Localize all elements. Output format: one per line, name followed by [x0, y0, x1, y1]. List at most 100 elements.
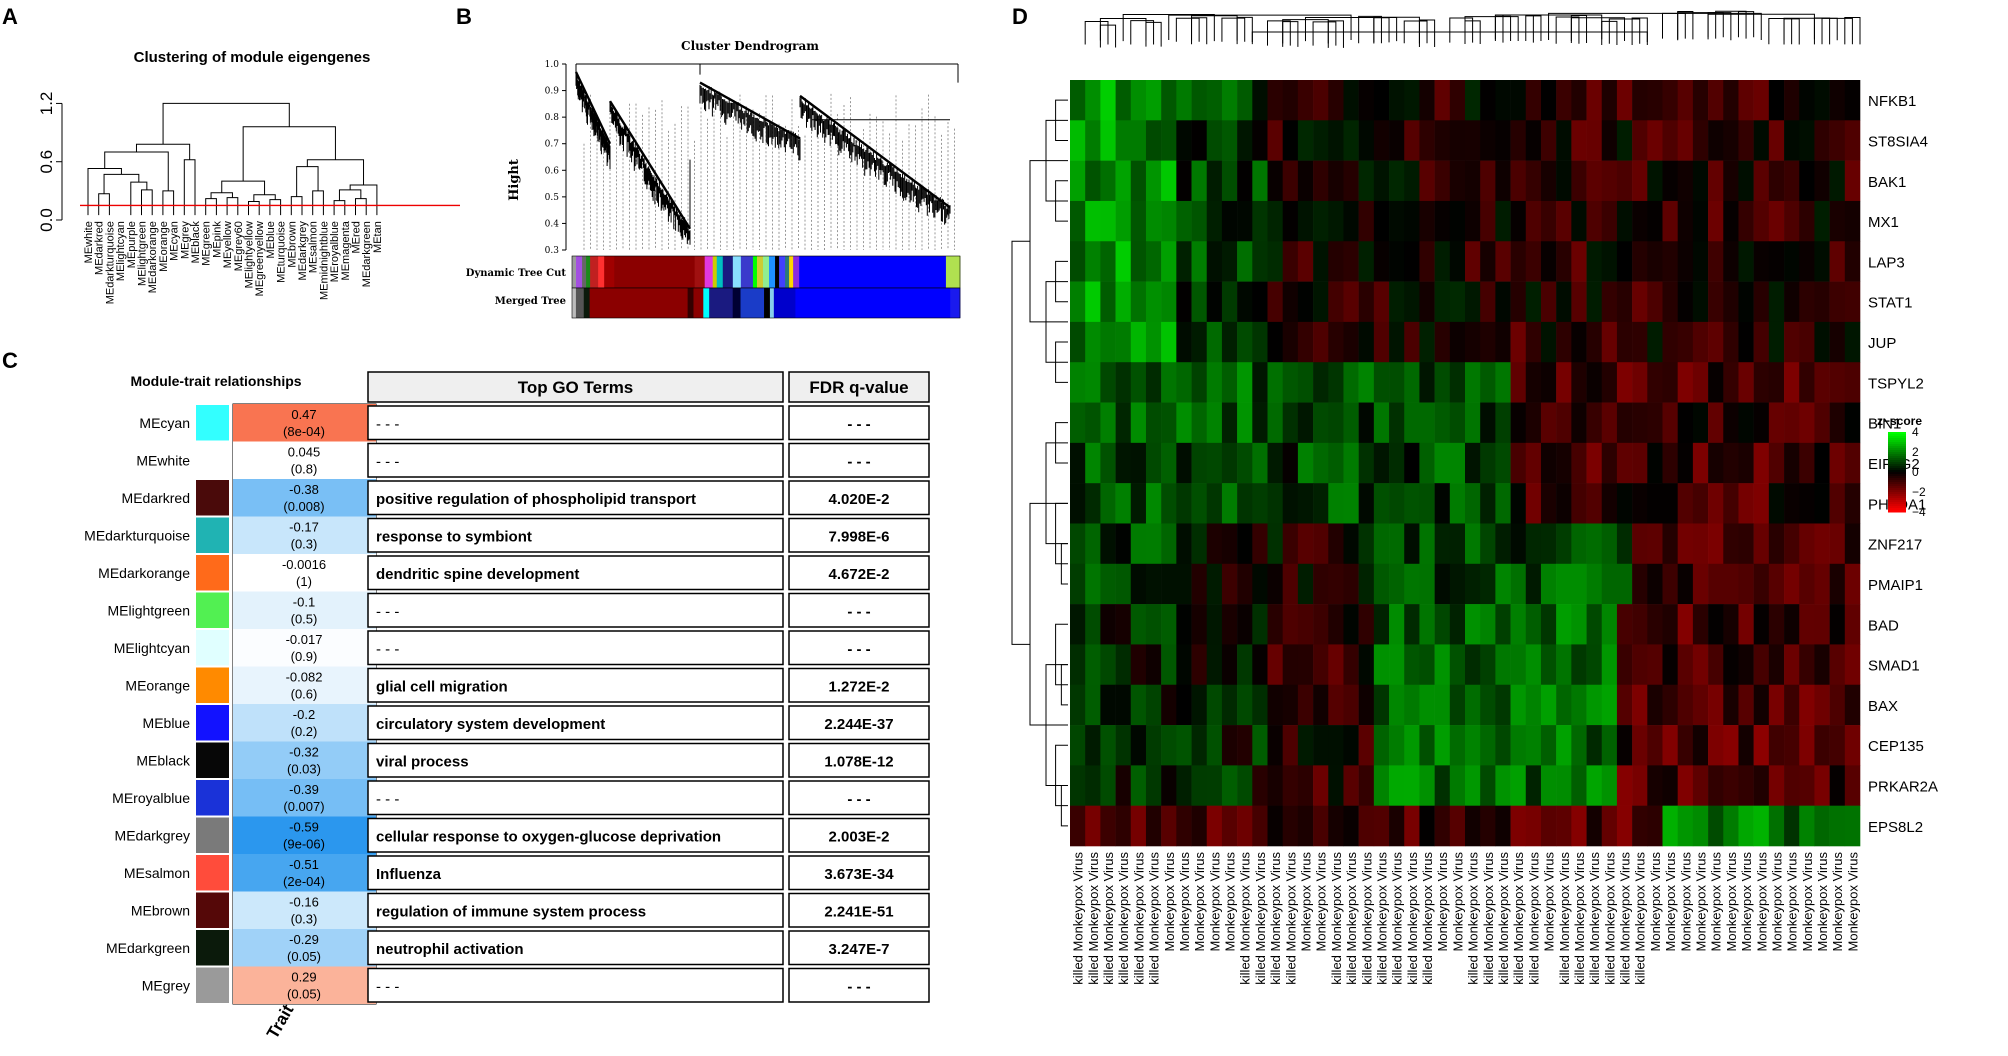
heatmap-cell: [1161, 80, 1177, 121]
heatmap-cell: [1480, 120, 1496, 161]
go-term-cell: [367, 405, 784, 441]
heatmap-cell: [1085, 765, 1101, 806]
legend-swatch: [1888, 484, 1906, 487]
heatmap-cell: [1343, 483, 1359, 524]
b-y-tick-label: 0.6: [545, 166, 560, 176]
sample-label: killed Monkeypox Virus: [1618, 852, 1633, 985]
heatmap-cell: [1176, 563, 1192, 605]
heatmap-cell: [1601, 644, 1618, 686]
b-color-segment: [945, 256, 961, 288]
correlation-pvalue: (0.3): [291, 537, 318, 552]
correlation-value: -0.59: [289, 820, 319, 835]
a-leaf-label: MEdarkorange: [147, 221, 159, 293]
heatmap-cell: [1373, 604, 1390, 645]
heatmap-cell: [1237, 120, 1253, 161]
heatmap-cell: [1237, 402, 1253, 444]
heatmap-cell: [1601, 604, 1618, 645]
heatmap-cell: [1844, 805, 1861, 847]
heatmap-cell: [1571, 644, 1587, 686]
heatmap-cell: [1601, 483, 1618, 524]
heatmap-cell: [1328, 684, 1344, 726]
heatmap-cell: [1389, 321, 1405, 363]
heatmap-cell: [1540, 362, 1557, 403]
heatmap-cell: [1844, 563, 1861, 605]
heatmap-cell: [1571, 805, 1587, 847]
heatmap-cell: [1540, 644, 1557, 686]
a-leaf-label: MEpurple: [126, 221, 138, 268]
heatmap-cell: [1282, 80, 1299, 121]
heatmap-cell: [1161, 644, 1177, 686]
heatmap-cell: [1282, 644, 1299, 686]
heatmap-cell: [1297, 200, 1314, 242]
heatmap-cell: [1343, 805, 1359, 847]
heatmap-cell: [1784, 805, 1800, 847]
heatmap-cell: [1556, 684, 1572, 726]
heatmap-cell: [1145, 120, 1162, 161]
heatmap-cell: [1434, 321, 1451, 363]
heatmap-cell: [1070, 483, 1086, 524]
heatmap-cell: [1708, 725, 1724, 766]
heatmap-cell: [1692, 805, 1709, 847]
fdr-value: 4.020E-2: [829, 491, 890, 508]
heatmap-cell: [1221, 765, 1238, 806]
heatmap-cell: [1601, 563, 1618, 605]
heatmap-cell: [1252, 805, 1268, 847]
col-tree-link: [1327, 20, 1344, 48]
heatmap-cell: [1419, 523, 1435, 565]
sample-label: Monkeypox Virus: [1739, 852, 1754, 952]
heatmap-cell: [1419, 604, 1435, 645]
fdr-value: 3.247E-7: [829, 941, 890, 958]
heatmap-cell: [1358, 805, 1375, 847]
heatmap-cell: [1389, 725, 1405, 766]
correlation-pvalue: (9e-06): [283, 837, 325, 852]
heatmap-cell: [1465, 402, 1481, 444]
heatmap-cell: [1434, 725, 1451, 766]
heatmap-cell: [1373, 281, 1390, 323]
heatmap-cell: [1465, 321, 1481, 363]
go-term-cell: [367, 742, 784, 778]
heatmap-cell: [1662, 644, 1678, 686]
heatmap-cell: [1616, 765, 1633, 806]
heatmap-cell: [1085, 483, 1101, 524]
heatmap-cell: [1510, 523, 1527, 565]
a-leaf-label: MEblue: [265, 221, 277, 258]
module-color-swatch: [196, 817, 229, 853]
heatmap-cell: [1145, 442, 1162, 484]
heatmap-cell: [1495, 362, 1511, 403]
module-color-swatch: [196, 967, 229, 1003]
heatmap-cell: [1571, 523, 1587, 565]
b-y-tick-label: 0.4: [545, 219, 560, 229]
fdr-header: FDR q-value: [809, 378, 908, 397]
heatmap-cell: [1085, 362, 1101, 403]
heatmap-cell: [1814, 604, 1830, 645]
heatmap-cell: [1723, 805, 1739, 847]
sample-label: Monkeypox Virus: [1648, 852, 1663, 952]
heatmap-cell: [1297, 120, 1314, 161]
heatmap-cell: [1556, 281, 1572, 323]
heatmap-cell: [1480, 684, 1496, 726]
heatmap-cell: [1556, 644, 1572, 686]
heatmap-cell: [1252, 604, 1268, 645]
heatmap-cell: [1100, 241, 1116, 282]
heatmap-cell: [1297, 321, 1314, 363]
heatmap-cell: [1115, 483, 1132, 524]
sample-label: Monkeypox Virus: [1298, 852, 1313, 952]
heatmap-cell: [1373, 120, 1390, 161]
heatmap-cell: [1100, 281, 1116, 323]
heatmap-cell: [1419, 80, 1435, 121]
heatmap-cell: [1662, 80, 1678, 121]
fdr-value: - - -: [847, 641, 870, 658]
heatmap-cell: [1571, 160, 1587, 202]
legend-swatch: [1888, 496, 1906, 499]
heatmap-cell: [1556, 765, 1572, 806]
correlation-value: 0.29: [291, 970, 316, 985]
b-color-segment: [572, 288, 577, 318]
heatmap-cell: [1647, 200, 1663, 242]
heatmap-cell: [1404, 160, 1420, 202]
gene-label: LAP3: [1868, 254, 1905, 271]
heatmap-cell: [1449, 765, 1466, 806]
b-cluster-4: [799, 97, 951, 225]
b-color-bar-frame: [571, 287, 961, 319]
a-leaf-label: MEdarkturquoise: [104, 221, 116, 304]
heatmap-cell: [1814, 805, 1830, 847]
